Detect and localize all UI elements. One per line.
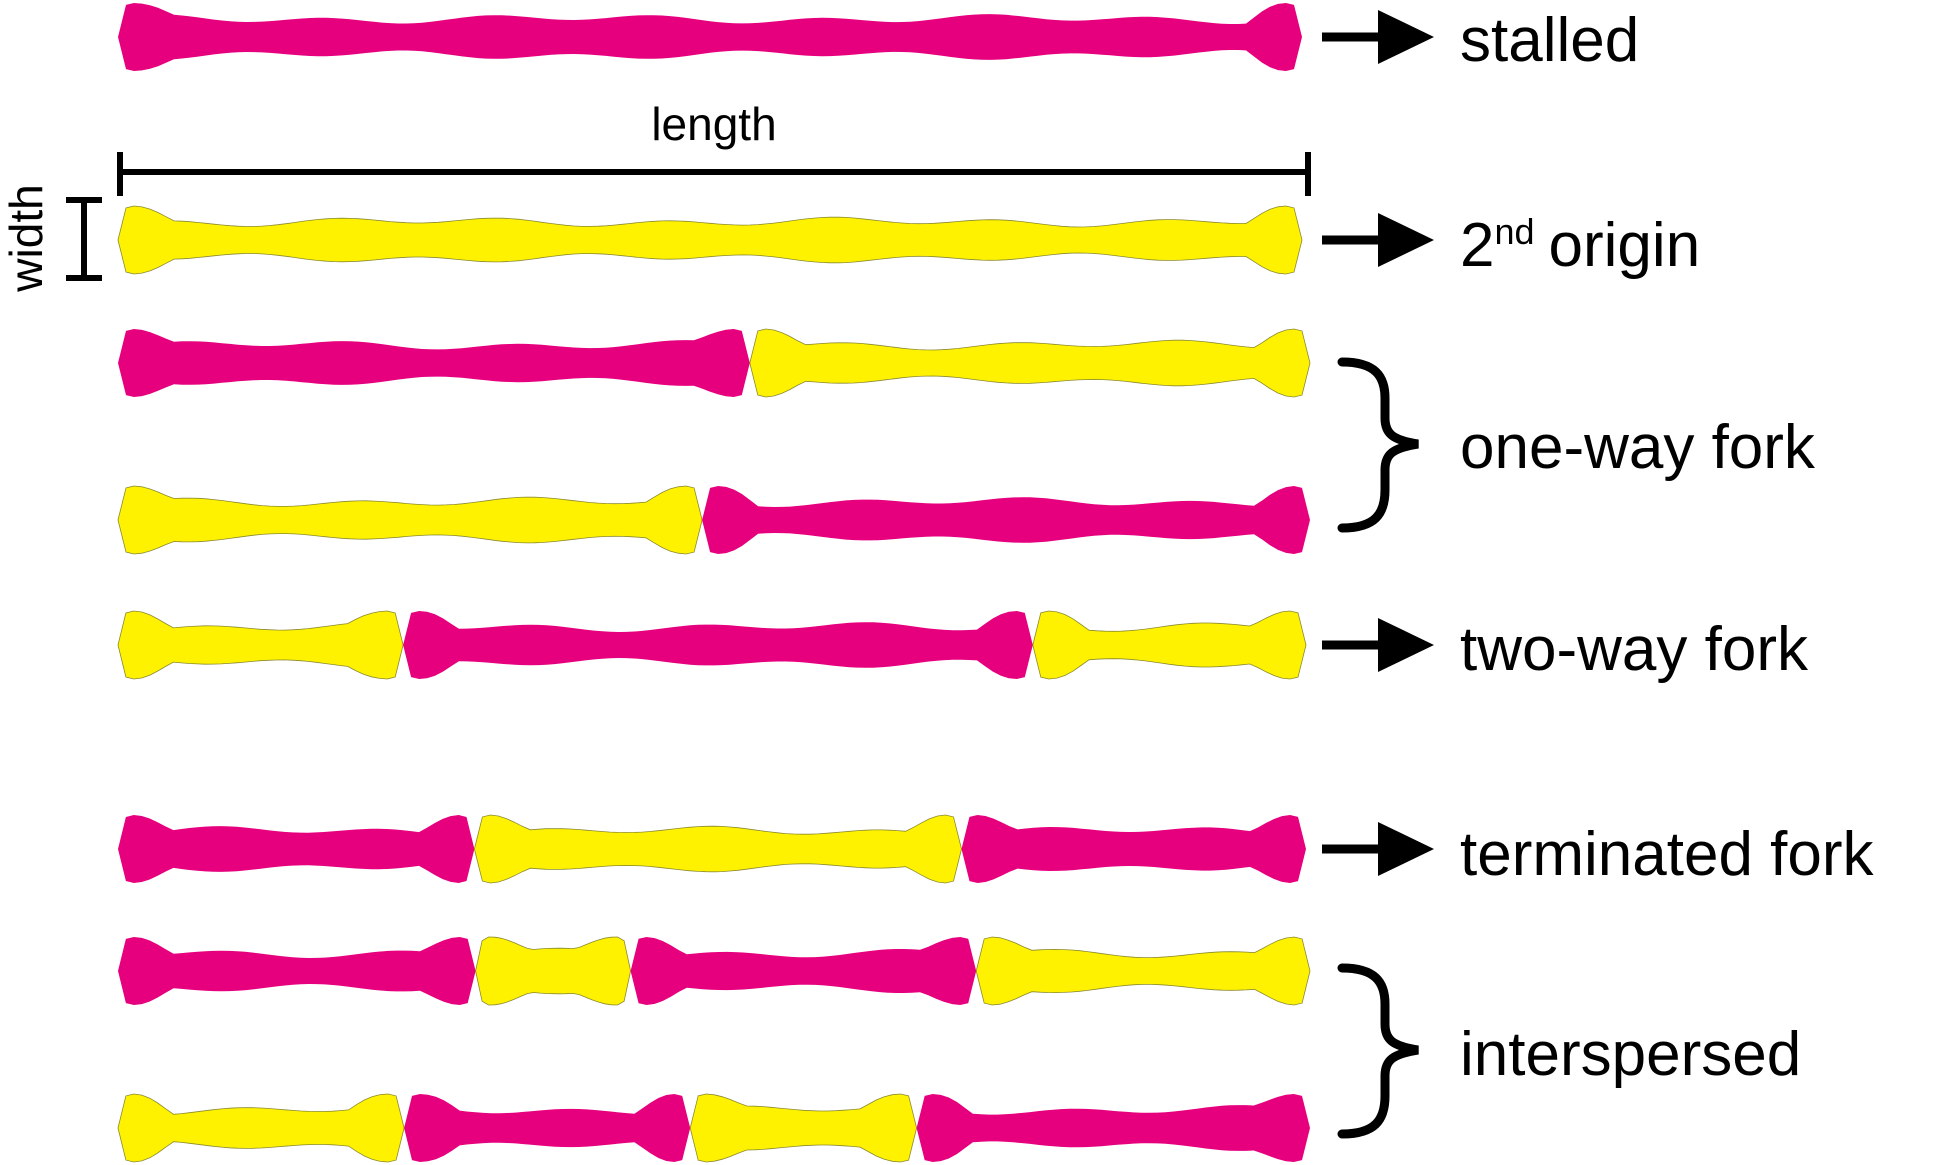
two-way-fork-label: two-way fork [1460, 615, 1809, 684]
one-way-fork-fiber-2-segment-magenta [702, 486, 1310, 554]
terminated-fork-label: terminated fork [1460, 820, 1875, 889]
second-origin-number: 2 [1460, 211, 1494, 280]
interspersed-fiber-2-segment-yellow [689, 1093, 918, 1163]
one-way-fork-fiber-1-segment-magenta [118, 329, 750, 397]
length-scale-bar [117, 152, 1311, 196]
one-way-fork-fiber-1-segment-yellow [749, 328, 1311, 398]
second-origin-label: 2nd origin [1460, 211, 1700, 280]
interspersed-fiber-2-segment-magenta [404, 1094, 691, 1162]
interspersed-label: interspersed [1460, 1020, 1801, 1089]
arrow-group [1322, 10, 1434, 876]
second-origin-fiber-segment-yellow [117, 205, 1303, 275]
stalled-fiber-segment-magenta [118, 3, 1302, 71]
second-origin-arrow [1322, 213, 1434, 267]
two-way-fork-fiber-segment-yellow [1032, 610, 1307, 680]
second-origin-word: origin [1549, 211, 1701, 280]
terminated-fork-fiber-segment-magenta [961, 815, 1306, 883]
one-way-fork-label: one-way fork [1460, 413, 1816, 482]
two-way-fork-fiber-segment-magenta [403, 611, 1033, 679]
fiber-group [117, 3, 1311, 1163]
second-origin-superscript: nd [1494, 211, 1534, 252]
stalled-label: stalled [1460, 6, 1639, 75]
terminated-fork-arrow [1322, 822, 1434, 876]
two-way-fork-fiber-segment-yellow [117, 610, 404, 680]
stalled-arrow [1322, 10, 1434, 64]
width-scale-bar [66, 197, 102, 281]
interspersed-fiber-2-segment-yellow [117, 1093, 405, 1163]
terminated-fork-fiber-segment-magenta [118, 815, 475, 883]
length-label: length [651, 98, 776, 150]
interspersed-fiber-2-segment-magenta [916, 1094, 1310, 1162]
interspersed-fiber-1-segment-magenta [630, 937, 977, 1005]
interspersed-brace [1337, 963, 1419, 1139]
interspersed-fiber-1-segment-yellow [975, 936, 1311, 1006]
width-label: width [0, 184, 52, 292]
one-way-fork-fiber-2-segment-yellow [117, 485, 703, 555]
interspersed-fiber-1-segment-yellow [475, 936, 632, 1006]
terminated-fork-fiber-segment-yellow [473, 814, 962, 884]
two-way-fork-arrow [1322, 618, 1434, 672]
interspersed-fiber-1-segment-magenta [118, 937, 476, 1005]
one-way-fork-brace [1337, 357, 1419, 533]
